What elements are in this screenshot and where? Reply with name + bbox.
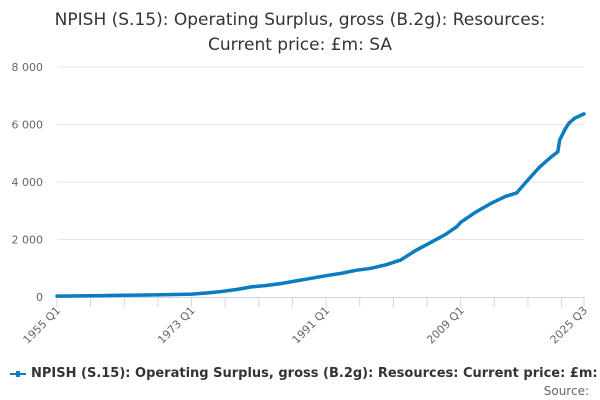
x-tick-label: 1991 Q1	[290, 304, 333, 347]
data-point	[429, 240, 433, 244]
data-point	[264, 283, 268, 288]
data-point	[488, 201, 493, 206]
data-point	[537, 166, 541, 170]
data-point	[354, 268, 358, 272]
data-point	[474, 210, 478, 214]
data-point	[369, 266, 373, 270]
data-point	[399, 258, 403, 262]
data-point	[573, 116, 577, 120]
data-point	[167, 292, 171, 297]
data-point	[526, 178, 530, 182]
source-label: Source:	[543, 384, 589, 398]
data-point	[582, 112, 586, 116]
data-point	[309, 276, 313, 280]
data-point	[444, 232, 448, 236]
data-point	[100, 293, 104, 298]
data-point	[414, 248, 418, 253]
legend-item[interactable]: NPISH (S.15): Operating Surplus, gross (…	[10, 366, 600, 381]
data-point	[219, 289, 224, 294]
y-tick-label: 8 000	[12, 61, 44, 74]
data-point	[563, 127, 567, 131]
y-tick-label: 6 000	[12, 119, 44, 132]
chart-title-line: NPISH (S.15): Operating Surplus, gross (…	[54, 10, 546, 30]
chart-title: NPISH (S.15): Operating Surplus, gross (…	[0, 8, 600, 58]
data-point	[249, 285, 253, 289]
data-point	[234, 287, 239, 292]
data-point	[384, 263, 388, 267]
data-point	[558, 138, 562, 142]
series-line	[55, 112, 586, 298]
y-tick-label: 2 000	[12, 234, 44, 247]
data-point	[515, 191, 519, 195]
data-point	[204, 291, 209, 295]
data-point	[77, 294, 82, 298]
data-point	[55, 294, 59, 298]
data-point	[189, 292, 194, 296]
data-point	[548, 155, 552, 160]
data-point	[145, 293, 149, 297]
data-point	[459, 220, 463, 224]
data-point	[279, 281, 283, 286]
data-point	[556, 150, 560, 154]
x-tick-label: 1973 Q1	[155, 304, 198, 347]
data-point	[567, 121, 571, 125]
x-tick-label: 2009 Q1	[424, 304, 467, 347]
y-tick-label: 0	[36, 291, 43, 304]
legend-label: NPISH (S.15): Operating Surplus, gross (…	[31, 366, 600, 381]
data-point	[324, 274, 328, 278]
chart-title-line: Current price: £m: SA	[208, 35, 392, 55]
data-point	[455, 224, 459, 229]
x-tick-label: 2025 Q3	[548, 304, 591, 347]
data-point	[294, 279, 298, 283]
y-tick-label: 4 000	[12, 176, 44, 189]
data-point	[122, 293, 126, 297]
legend-line-symbol	[10, 370, 26, 377]
data-point	[339, 271, 343, 276]
x-tick-label: 1955 Q1	[21, 304, 64, 347]
data-point	[503, 194, 508, 198]
